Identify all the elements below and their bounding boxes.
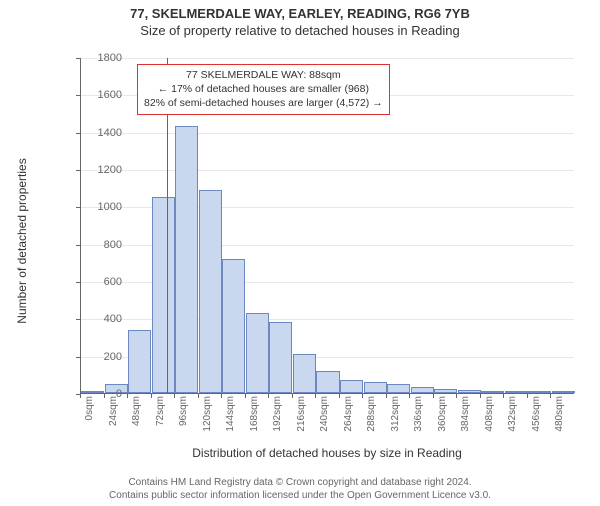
- ytick-mark: [76, 319, 80, 320]
- xtick-label: 96sqm: [178, 396, 189, 440]
- ytick-mark: [76, 58, 80, 59]
- page-subtitle: Size of property relative to detached ho…: [0, 23, 600, 38]
- xtick-label: 432sqm: [507, 396, 518, 440]
- xtick-mark: [268, 394, 269, 398]
- histogram-bar: [175, 126, 198, 393]
- ytick-label: 600: [82, 276, 122, 288]
- xtick-label: 480sqm: [554, 396, 565, 440]
- xtick-mark: [527, 394, 528, 398]
- ytick-mark: [76, 245, 80, 246]
- ytick-label: 1000: [82, 201, 122, 213]
- xtick-label: 288sqm: [366, 396, 377, 440]
- xtick-label: 192sqm: [272, 396, 283, 440]
- ytick-mark: [76, 95, 80, 96]
- xtick-label: 240sqm: [319, 396, 330, 440]
- xtick-mark: [80, 394, 81, 398]
- xtick-mark: [198, 394, 199, 398]
- ytick-label: 800: [82, 239, 122, 251]
- xtick-mark: [174, 394, 175, 398]
- xtick-label: 72sqm: [155, 396, 166, 440]
- ytick-label: 1200: [82, 164, 122, 176]
- ytick-label: 1600: [82, 89, 122, 101]
- xtick-mark: [362, 394, 363, 398]
- histogram-bar: [152, 197, 175, 393]
- histogram-bar: [481, 391, 504, 393]
- xtick-label: 456sqm: [531, 396, 542, 440]
- xtick-label: 384sqm: [460, 396, 471, 440]
- xtick-mark: [433, 394, 434, 398]
- y-axis-label: Number of detached properties: [15, 158, 29, 323]
- ytick-label: 400: [82, 313, 122, 325]
- ytick-mark: [76, 282, 80, 283]
- xtick-mark: [245, 394, 246, 398]
- annotation-line2: ← 17% of detached houses are smaller (96…: [144, 82, 383, 96]
- xtick-mark: [221, 394, 222, 398]
- footer-line1: Contains HM Land Registry data © Crown c…: [0, 476, 600, 489]
- xtick-label: 312sqm: [390, 396, 401, 440]
- histogram-bar: [246, 313, 269, 393]
- histogram-bar: [364, 382, 387, 393]
- xtick-mark: [456, 394, 457, 398]
- xtick-mark: [480, 394, 481, 398]
- histogram-bar: [387, 384, 410, 393]
- xtick-label: 168sqm: [249, 396, 260, 440]
- xtick-mark: [409, 394, 410, 398]
- plot-area: 77 SKELMERDALE WAY: 88sqm ← 17% of detac…: [80, 58, 574, 394]
- xtick-label: 24sqm: [108, 396, 119, 440]
- ytick-label: 1800: [82, 52, 122, 64]
- annotation-line3: 82% of semi-detached houses are larger (…: [144, 96, 383, 110]
- histogram-bar: [528, 391, 551, 393]
- xtick-label: 408sqm: [484, 396, 495, 440]
- histogram-bar: [222, 259, 245, 393]
- xtick-mark: [339, 394, 340, 398]
- ytick-mark: [76, 207, 80, 208]
- footer: Contains HM Land Registry data © Crown c…: [0, 476, 600, 502]
- chart-container: Number of detached properties 77 SKELMER…: [42, 50, 582, 432]
- ytick-mark: [76, 357, 80, 358]
- xtick-label: 144sqm: [225, 396, 236, 440]
- xtick-label: 216sqm: [296, 396, 307, 440]
- ytick-label: 200: [82, 351, 122, 363]
- xtick-mark: [151, 394, 152, 398]
- xtick-label: 336sqm: [413, 396, 424, 440]
- ytick-mark: [76, 133, 80, 134]
- histogram-bar: [505, 391, 528, 393]
- histogram-bar: [199, 190, 222, 393]
- histogram-bar: [269, 322, 292, 393]
- footer-line2: Contains public sector information licen…: [0, 489, 600, 502]
- histogram-bar: [434, 389, 457, 393]
- histogram-bar: [340, 380, 363, 393]
- xtick-label: 48sqm: [131, 396, 142, 440]
- xtick-label: 264sqm: [343, 396, 354, 440]
- xtick-mark: [550, 394, 551, 398]
- histogram-bar: [458, 390, 481, 393]
- xtick-mark: [386, 394, 387, 398]
- ytick-mark: [76, 170, 80, 171]
- histogram-bar: [316, 371, 339, 393]
- xtick-label: 0sqm: [84, 396, 95, 440]
- page-title: 77, SKELMERDALE WAY, EARLEY, READING, RG…: [0, 6, 600, 21]
- xtick-label: 120sqm: [202, 396, 213, 440]
- xtick-mark: [503, 394, 504, 398]
- xtick-mark: [315, 394, 316, 398]
- histogram-bar: [552, 391, 575, 393]
- annotation-line1: 77 SKELMERDALE WAY: 88sqm: [144, 68, 383, 82]
- annotation-box: 77 SKELMERDALE WAY: 88sqm ← 17% of detac…: [137, 64, 390, 115]
- xtick-label: 360sqm: [437, 396, 448, 440]
- xtick-mark: [127, 394, 128, 398]
- xtick-mark: [104, 394, 105, 398]
- histogram-bar: [411, 387, 434, 393]
- ytick-label: 1400: [82, 127, 122, 139]
- histogram-bar: [293, 354, 316, 393]
- xtick-mark: [292, 394, 293, 398]
- histogram-bar: [128, 330, 151, 393]
